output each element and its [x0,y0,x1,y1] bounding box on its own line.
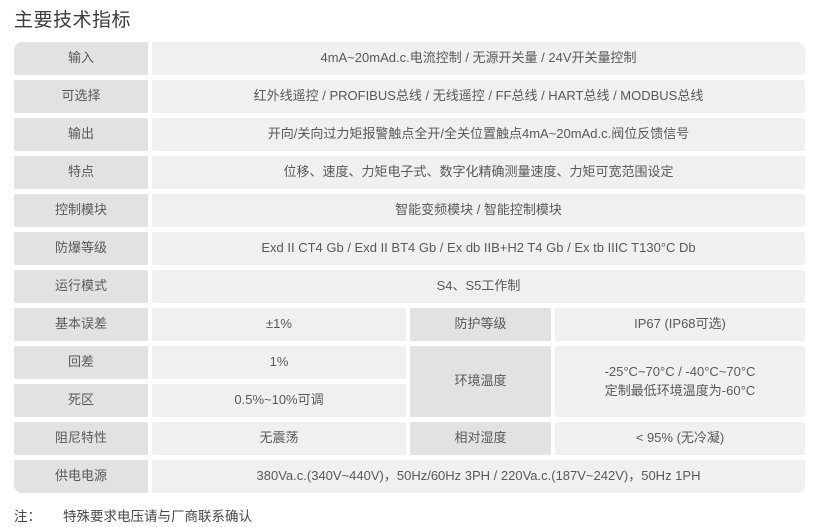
row-operating-mode-label: 运行模式 [14,270,148,303]
row-protection-rating-value: IP67 (IP68可选) [555,308,805,341]
row-explosion-rating-label: 防爆等级 [14,232,148,265]
row-power-supply-label: 供电电源 [14,460,148,493]
row-features-value: 位移、速度、力矩电子式、数字化精确测量速度、力矩可宽范围设定 [152,156,805,189]
row-dead-band-value: 0.5%~10%可调 [152,384,406,417]
footnote-text: 特殊要求电压请与厂商联系确认 [63,509,252,524]
row-ambient-temperature-label: 环境温度 [410,346,551,417]
row-protection-rating-label: 防护等级 [410,308,551,341]
row-explosion-rating-value: Exd II CT4 Gb / Exd II BT4 Gb / Ex db II… [152,232,805,265]
row-relative-humidity-label: 相对湿度 [410,422,551,455]
row-operating-mode-value: S4、S5工作制 [152,270,805,303]
footnote: 注： 特殊要求电压请与厂商联系确认 [14,505,252,525]
row-basic-error-value: ±1% [152,308,406,341]
row-control-module-value: 智能变频模块 / 智能控制模块 [152,194,805,227]
ambient-temperature-line2: 定制最低环境温度为-60°C [604,382,756,398]
row-input-label: 输入 [14,42,148,75]
row-dead-band-label: 死区 [14,384,148,417]
row-basic-error-label: 基本误差 [14,308,148,341]
row-optional-label: 可选择 [14,80,148,113]
row-output-value: 开向/关向过力矩报警触点全开/全关位置触点4mA~20mAd.c.阀位反馈信号 [152,118,805,151]
row-input-value: 4mA~20mAd.c.电流控制 / 无源开关量 / 24V开关量控制 [152,42,805,75]
row-power-supply-value: 380Va.c.(340V~440V)，50Hz/60Hz 3PH / 220V… [152,460,805,493]
row-ambient-temperature-value: -25°C~70°C / -40°C~70°C 定制最低环境温度为-60°C [555,346,805,417]
row-output-label: 输出 [14,118,148,151]
row-damping-label: 阻尼特性 [14,422,148,455]
ambient-temperature-line1: -25°C~70°C / -40°C~70°C [604,363,756,379]
row-features-label: 特点 [14,156,148,189]
page-title: 主要技术指标 [14,10,132,31]
row-damping-value: 无震荡 [152,422,406,455]
row-control-module-label: 控制模块 [14,194,148,227]
row-hysteresis-label: 回差 [14,346,148,379]
row-hysteresis-value: 1% [152,346,406,379]
row-optional-value: 红外线遥控 / PROFIBUS总线 / 无线遥控 / FF总线 / HART总… [152,80,805,113]
footnote-label: 注： [14,509,41,524]
spec-table: 输入 4mA~20mAd.c.电流控制 / 无源开关量 / 24V开关量控制 可… [14,42,805,493]
row-relative-humidity-value: < 95% (无冷凝) [555,422,805,455]
